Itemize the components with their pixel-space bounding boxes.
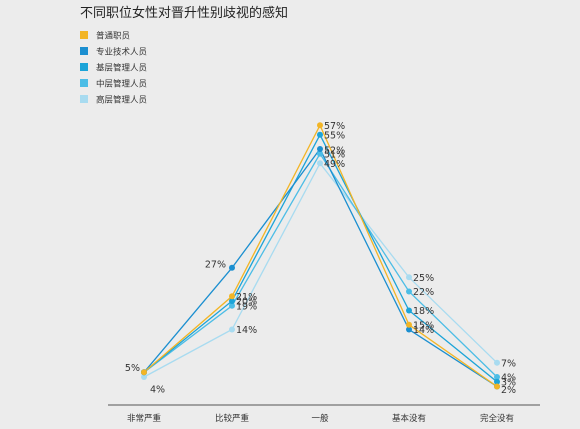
data-label: 51% (324, 149, 345, 160)
data-labels: 5% 4% 27% 21%20%19% 14% 57%55% 52%51%49% 25% 22%… (125, 121, 516, 396)
data-label: 18% (413, 306, 434, 317)
legend-label: 普通职员 (96, 31, 130, 42)
series-line (143, 133, 498, 383)
data-label: 49% (324, 159, 345, 170)
x-tick-label: 完全没有 (480, 413, 514, 424)
series-line (143, 162, 498, 378)
data-point (229, 264, 235, 271)
data-point (494, 383, 500, 390)
data-label: 19% (236, 301, 257, 312)
data-point (317, 131, 323, 138)
data-point (229, 326, 235, 333)
data-label: 2% (501, 385, 516, 396)
x-tick-label: 一般 (311, 413, 329, 424)
data-label: 14% (413, 325, 434, 336)
x-tick-label: 基本没有 (392, 413, 426, 424)
legend-swatch (80, 79, 88, 87)
data-point (141, 374, 147, 380)
legend-label: 高层管理人员 (96, 95, 147, 106)
data-label: 20% (236, 297, 257, 308)
data-label: 22% (413, 287, 434, 298)
data-label: 3% (501, 377, 516, 388)
legend-swatch (80, 95, 88, 103)
data-point (406, 326, 412, 333)
data-point (494, 378, 500, 385)
series-line (143, 147, 498, 388)
data-point (317, 122, 323, 129)
data-label: 4% (501, 373, 516, 384)
data-point (406, 288, 412, 295)
legend-swatch (80, 31, 88, 39)
data-point (229, 298, 235, 304)
data-point (229, 293, 235, 300)
series-line (143, 152, 498, 378)
data-label: 21% (236, 292, 257, 303)
data-label: 52% (324, 146, 345, 157)
series-points (141, 122, 500, 390)
chart-title: 不同职位女性对晋升性别歧视的感知 (80, 5, 288, 21)
data-point (494, 359, 500, 366)
data-label: 57% (324, 121, 345, 132)
data-point (494, 374, 500, 380)
data-label: 4% (150, 385, 165, 396)
data-label: 25% (413, 273, 434, 284)
data-label: 14% (236, 325, 257, 336)
data-point (406, 274, 412, 281)
x-axis-ticks: 非常严重 比较严重 一般 基本没有 完全没有 (127, 413, 514, 424)
data-point (141, 369, 147, 376)
data-label: 7% (501, 358, 516, 369)
legend-label: 中层管理人员 (96, 79, 147, 90)
data-label: 5% (125, 363, 140, 374)
data-point (406, 321, 412, 328)
legend-label: 专业技术人员 (96, 47, 147, 58)
data-point (317, 150, 323, 157)
data-label: 15% (413, 320, 434, 331)
legend-swatch (80, 63, 88, 71)
legend-swatch (80, 47, 88, 55)
x-tick-label: 非常严重 (127, 413, 162, 424)
x-tick-label: 比较严重 (215, 413, 250, 424)
data-point (317, 146, 323, 152)
data-point (317, 160, 323, 167)
legend-label: 基层管理人员 (96, 63, 147, 74)
data-point (406, 307, 412, 314)
data-label: 27% (205, 259, 226, 270)
data-label: 55% (324, 130, 345, 141)
data-point (229, 302, 235, 309)
